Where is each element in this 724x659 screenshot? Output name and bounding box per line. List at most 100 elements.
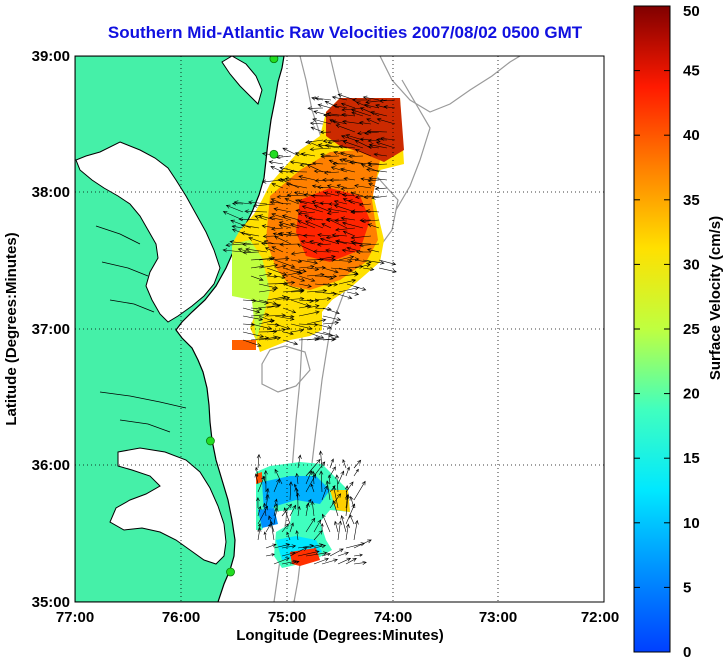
velocity-arrow [314,255,336,261]
velocity-arrow [323,191,340,197]
velocity-arrow [353,480,366,501]
velocity-arrow [285,182,308,189]
velocity-arrow [306,318,327,325]
velocity-arrow [320,154,340,159]
velocity-arrow [331,119,348,125]
velocity-arrow [261,241,284,246]
velocity-arrow [354,263,371,269]
velocity-arrow [283,507,291,525]
velocity-arrow [368,176,388,181]
velocity-arrow [297,454,302,469]
velocity-arrow [278,221,300,229]
velocity-arrow [332,486,339,509]
velocity-arrow [340,102,356,109]
velocity-arrow [313,530,323,541]
velocity-arrow [365,209,380,214]
velocity-arrow [297,550,320,557]
velocity-arrow [295,209,308,213]
velocity-arrow [306,288,328,293]
velocity-arrow [298,275,316,282]
velocity-arrow [343,176,356,181]
x-tick-label: 77:00 [56,609,94,626]
velocity-arrow [321,223,332,229]
velocity-arrow [379,98,396,103]
velocity-arrow [353,560,367,565]
y-tick-label: 38:00 [32,184,70,201]
velocity-arrow [330,291,353,300]
velocity-arrow [358,202,372,207]
chesapeake-bay [75,141,221,323]
velocity-arrow [281,544,297,549]
velocity-arrow [340,167,356,173]
velocity-arrow [229,240,252,245]
velocity-arrow [273,207,292,213]
velocity-arrow [269,216,284,221]
velocity-arrow [338,272,359,277]
velocity-arrow [237,247,252,253]
velocity-arrow [342,230,356,237]
velocity-arrow [313,557,329,565]
velocity-arrow [305,473,317,493]
velocity-arrow [266,313,287,318]
velocity-arrow [306,164,324,173]
velocity-arrow [254,473,259,485]
y-tick-label: 37:00 [32,321,70,338]
velocity-arrow [331,233,348,238]
velocity-arrow [329,119,340,125]
velocity-arrow [373,152,388,157]
velocity-arrow [306,331,325,339]
velocity-arrow [336,184,348,189]
river-inlets [95,225,187,433]
velocity-arrow [263,469,268,493]
velocity-arrow [337,551,349,557]
velocity-arrow [310,500,315,517]
velocity-arrow [317,233,332,238]
velocity-arrow [266,256,290,261]
velocity-arrow [345,493,350,517]
velocity-arrow [321,513,331,533]
velocity-arrow [322,267,339,274]
velocity-arrow [296,243,316,253]
colorbar-tick-label: 45 [683,63,700,80]
station-marker [206,436,215,446]
velocity-arrow [314,296,332,301]
velocity-arrow [345,481,354,493]
velocity-arrow [250,312,270,317]
velocity-arrow [322,315,342,322]
velocity-arrow [271,213,292,221]
velocity-arrow [252,203,276,208]
velocity-arrow [266,336,282,341]
velocity-arrow [337,93,356,101]
velocity-arrow [313,544,327,549]
velocity-arrow [289,560,300,565]
velocity-arrow [358,243,380,248]
velocity-arrow [290,323,313,331]
y-axis-ticks: 39:00 38:00 37:00 36:00 35:00 [32,48,70,611]
velocity-arrow [328,159,340,165]
velocity-arrow [257,505,262,517]
velocity-arrow [376,137,388,142]
velocity-arrow [313,204,332,213]
velocity-arrows-north [222,93,397,347]
velocity-arrow [339,158,356,165]
velocity-arrow [367,223,380,229]
velocity-arrow [333,151,348,157]
velocity-arrow [330,259,353,264]
velocity-arrow [240,223,260,229]
velocity-arrow [290,267,307,273]
x-tick-label: 73:00 [479,609,517,626]
velocity-arrow [310,483,315,493]
velocity-arrow [341,248,356,253]
velocity-arrow [310,193,332,198]
velocity-arrow [366,167,388,173]
velocity-arrow [338,144,356,149]
x-tick-label: 72:00 [581,609,619,626]
velocity-arrow [298,175,316,181]
velocity-arrow [298,259,319,265]
y-tick-label: 39:00 [32,48,70,65]
velocity-arrow [257,505,268,525]
colorbar-tick-label: 35 [683,192,700,209]
velocity-arrow [353,553,363,557]
velocity-arrow [340,186,356,191]
